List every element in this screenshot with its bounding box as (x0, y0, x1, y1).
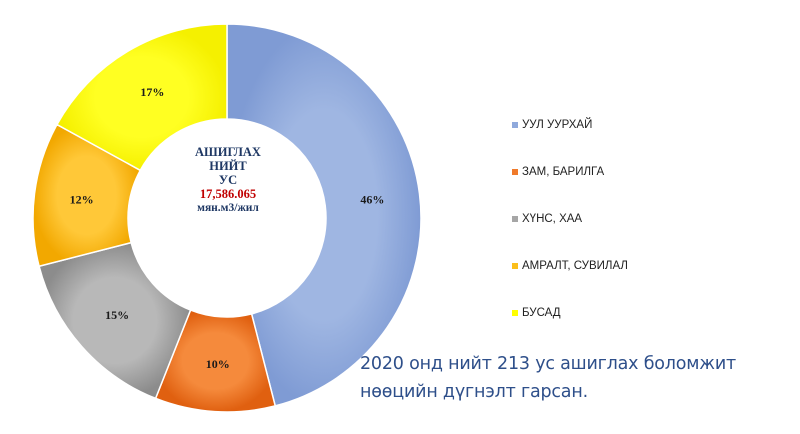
legend-item-0: УУЛ УУРХАЙ (512, 101, 628, 148)
slice-label-2: 15% (105, 308, 129, 322)
caption-line-2: нөөцийн дүгнэлт гарсан. (360, 382, 588, 402)
legend-swatch-3 (512, 262, 518, 269)
legend-label-1: ЗАМ, БАРИЛГА (522, 165, 605, 178)
legend-swatch-1 (512, 168, 518, 175)
center-line-2: НИЙТ (209, 159, 247, 173)
center-unit: мян.м3/жил (197, 202, 259, 214)
slice-label-1: 10% (206, 357, 230, 371)
legend-swatch-2 (512, 215, 518, 222)
chart-legend: УУЛ УУРХАЙ ЗАМ, БАРИЛГА ХҮНС, ХАА АМРАЛТ, С… (512, 101, 628, 336)
slice-label-3: 12% (70, 193, 94, 207)
legend-label-4: БУСАД (522, 306, 561, 319)
legend-label-0: УУЛ УУРХАЙ (522, 118, 593, 131)
legend-item-3: АМРАЛТ, СУВИЛАЛ (512, 242, 628, 289)
slice-4 (55, 23, 228, 172)
legend-item-2: ХҮНС, ХАА (512, 195, 628, 242)
center-total-value: 17,586.065 (199, 187, 257, 201)
slice-label-0: 46% (360, 193, 384, 207)
legend-item-1: ЗАМ, БАРИЛГА (512, 148, 628, 195)
legend-item-4: БУСАД (512, 289, 628, 336)
legend-swatch-4 (512, 309, 518, 316)
center-label: АШИГЛАХ НИЙТ УС 17,586.065 мян.м3/жил (148, 145, 308, 215)
caption: 2020 онд нийт 213 ус ашиглах боломжит нө… (360, 350, 800, 406)
legend-label-2: ХҮНС, ХАА (522, 212, 583, 225)
center-line-1: АШИГЛАХ (195, 145, 261, 159)
slice-label-4: 17% (140, 85, 164, 99)
caption-line-1: 2020 онд нийт 213 ус ашиглах боломжит (360, 354, 737, 374)
legend-label-3: АМРАЛТ, СУВИЛАЛ (522, 259, 628, 272)
legend-swatch-0 (512, 121, 518, 128)
center-line-3: УС (218, 173, 238, 187)
slice-0 (226, 23, 422, 407)
